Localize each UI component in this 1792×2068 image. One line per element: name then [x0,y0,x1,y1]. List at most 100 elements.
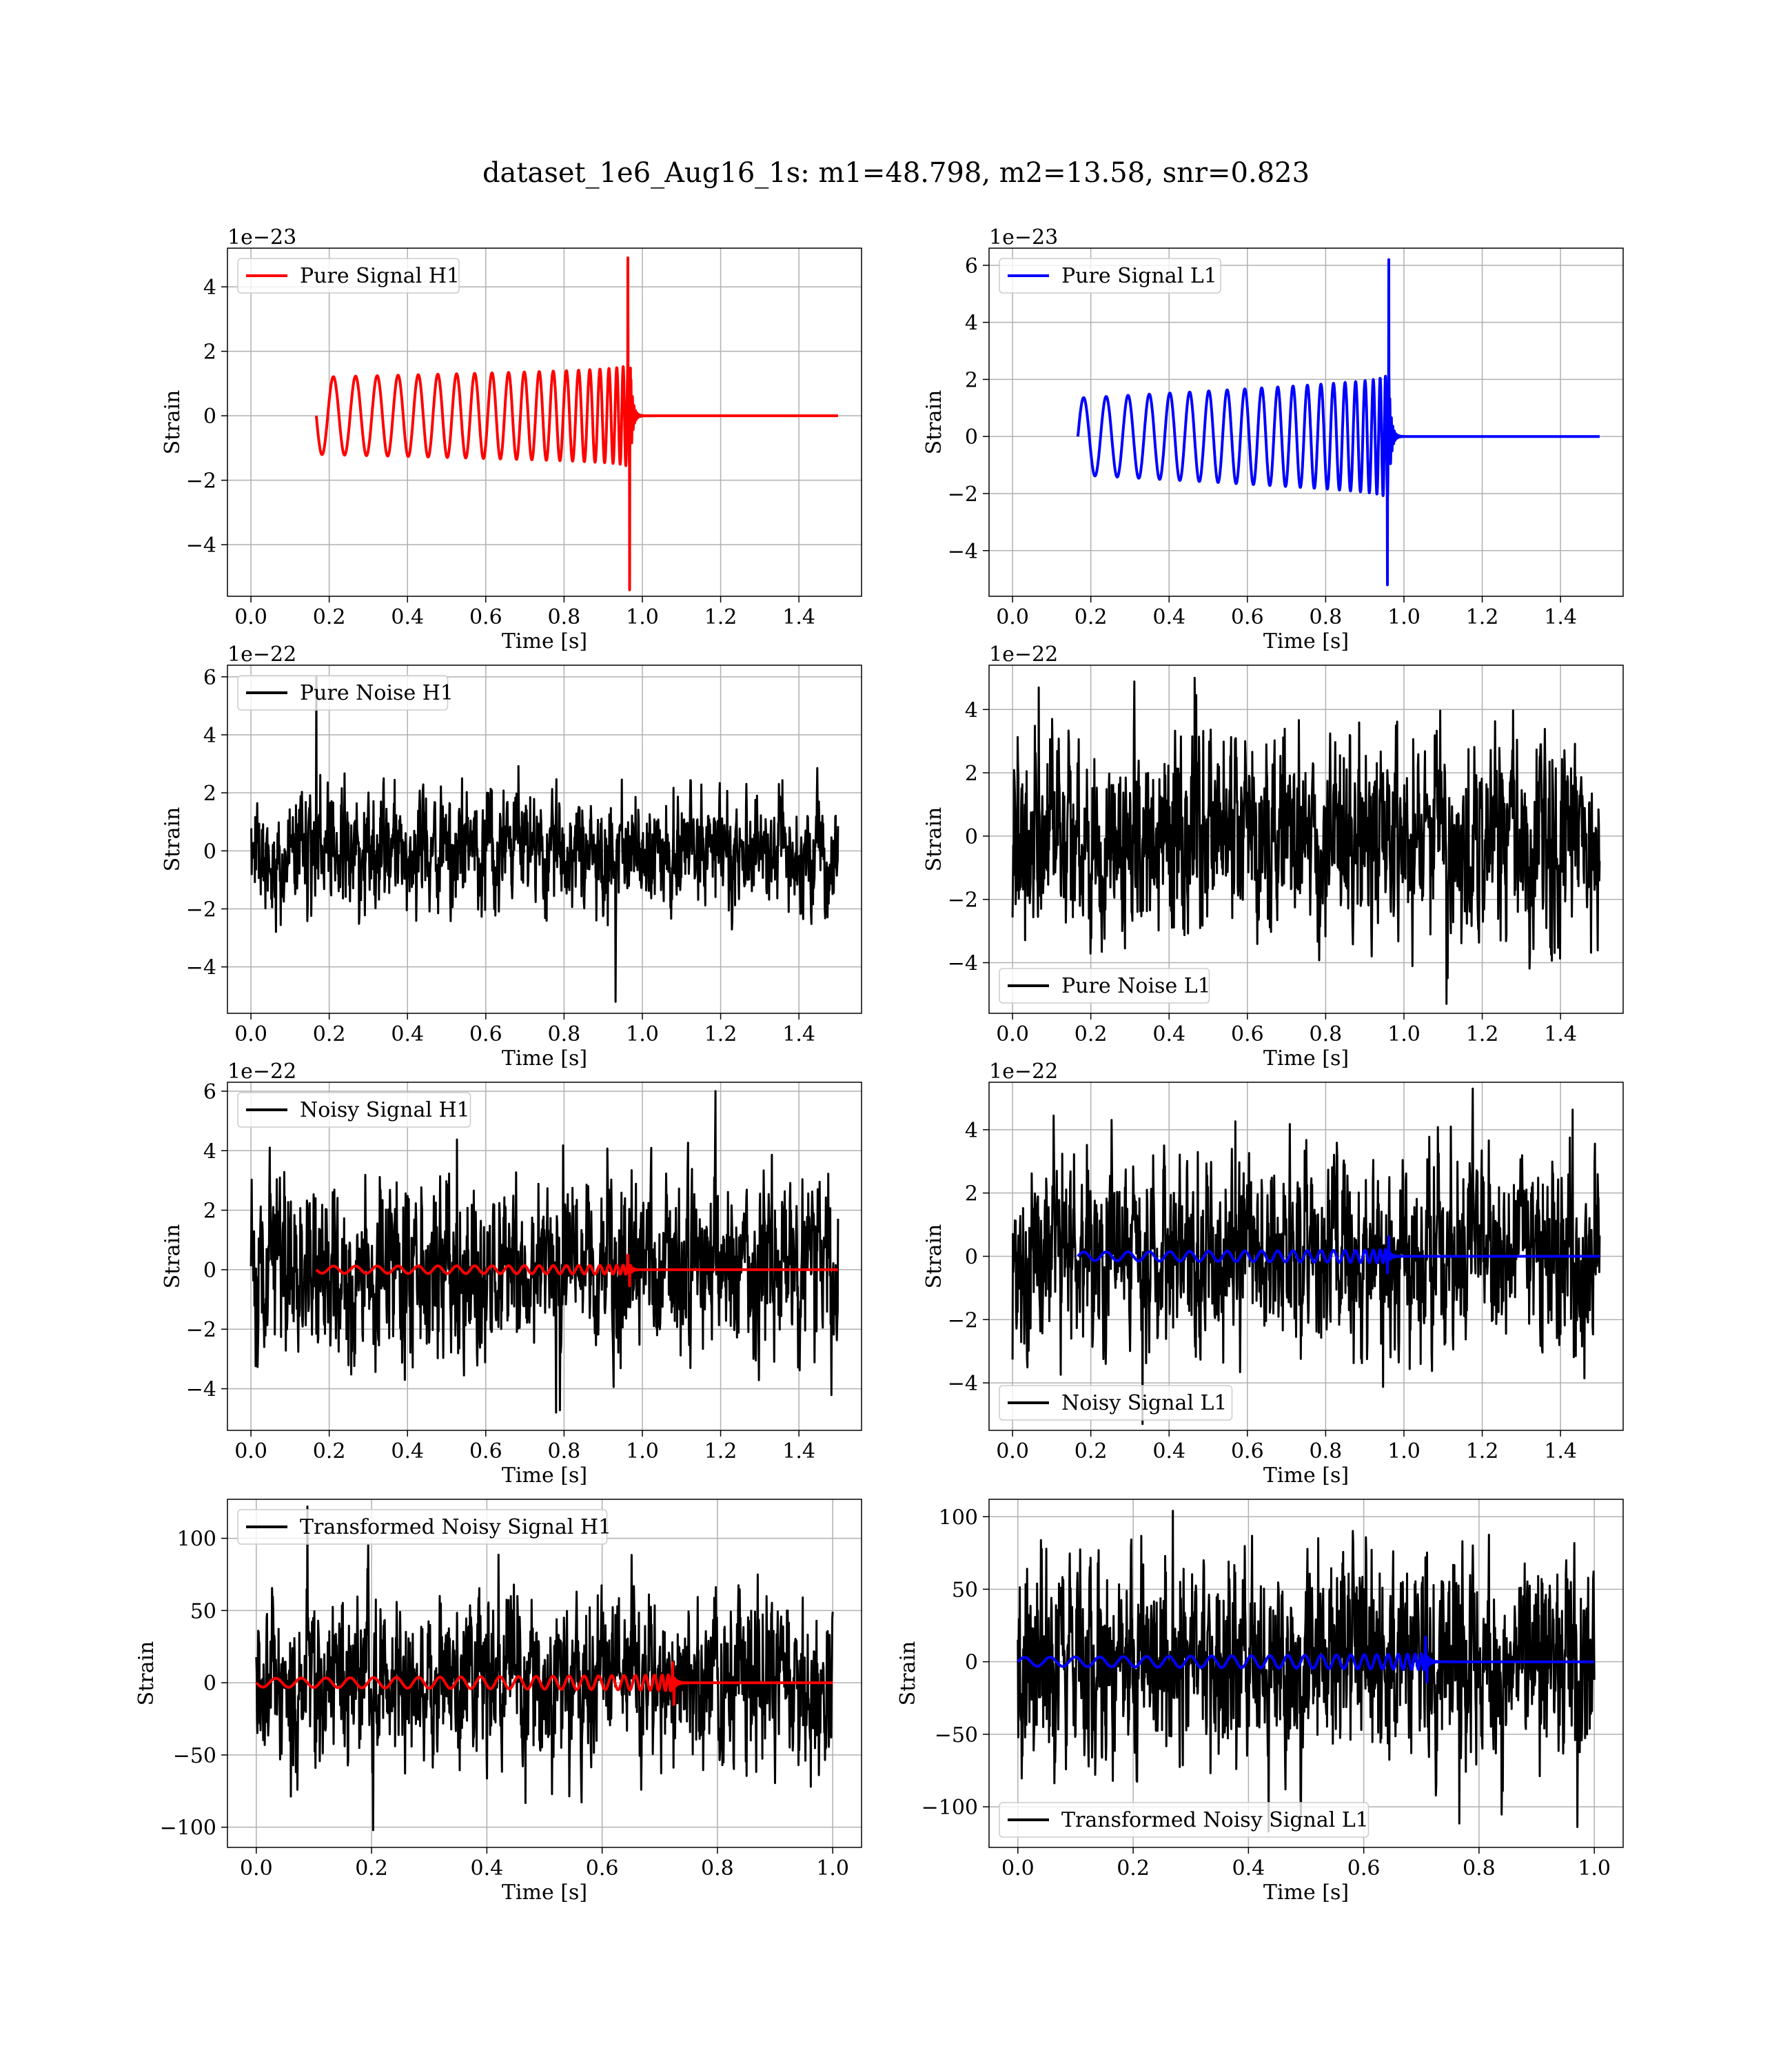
axes-frame [988,1499,1624,1848]
x-axis-label: Time [s] [1263,629,1349,653]
y-tick-label: 4 [203,1139,216,1164]
legend: Transformed Noisy Signal L1 [999,1802,1370,1838]
axis-offset-text: 1e−22 [227,1060,296,1084]
x-tick-label: 0.6 [1231,1439,1264,1463]
x-tick-label: 0.8 [548,1022,581,1046]
legend-label: Pure Noise L1 [1061,974,1211,998]
x-tick-label: 1.4 [782,1439,815,1463]
legend: Pure Signal H1 [237,258,460,294]
y-tick-label: −4 [948,1372,978,1396]
legend: Noisy Signal L1 [999,1385,1233,1421]
y-tick-label: 2 [203,341,216,365]
y-tick-label: 0 [203,1672,216,1696]
y-tick-label: 2 [203,782,216,806]
axis-offset-text: 1e−22 [989,1060,1058,1084]
series-line [1011,1087,1601,1426]
y-tick-label: 100 [939,1506,978,1530]
series-line [1077,1235,1601,1275]
y-tick-label: 0 [203,840,216,864]
x-tick-label: 0.0 [1001,1856,1035,1881]
x-tick-label: 0.2 [313,1439,346,1463]
y-tick-label: 2 [965,1182,978,1206]
x-axis-label: Time [s] [1263,1463,1349,1488]
axes-frame [227,1082,862,1431]
legend-frame [237,1509,608,1545]
x-tick-label: 1.0 [1387,1022,1421,1046]
x-tick-label: 0.2 [1075,1439,1108,1463]
y-tick-label: −2 [186,469,216,494]
y-axis-label: Strain [922,390,946,455]
x-axis-label: Time [s] [1263,1046,1349,1071]
y-tick-label: −4 [948,952,978,976]
legend-label: Pure Signal L1 [1061,264,1217,288]
grid [989,248,1623,596]
x-tick-label: 0.6 [469,605,502,629]
x-tick-label: 1.0 [1578,1856,1611,1881]
y-tick-label: 0 [203,1259,216,1283]
legend: Transformed Noisy Signal H1 [237,1509,611,1545]
x-tick-label: 0.4 [1152,1439,1185,1463]
axes-frame [227,1499,862,1848]
y-tick-label: −50 [935,1723,978,1747]
x-tick-label: 0.0 [234,605,267,629]
x-tick-label: 0.4 [1152,1022,1185,1046]
y-axis-label: Strain [896,1641,920,1706]
x-tick-label: 1.4 [1544,1022,1577,1046]
subplot-pure_noise_h1: 0.0 0.2 0.4 0.6 0.8 1.0 1.2 1.4 −4 −2 0 2 4 6 Time [s]… [161,642,862,1071]
series-line [255,1506,834,1832]
axis-offset-text: 1e−23 [989,225,1058,250]
axes-frame [988,665,1624,1014]
x-tick-label: 1.2 [704,1022,737,1046]
axes-frame [227,665,862,1014]
series-line [314,256,839,591]
y-tick-label: −50 [173,1744,216,1768]
y-axis-label: Strain [161,1224,185,1289]
legend-frame [999,968,1210,1004]
x-tick-label: 0.8 [548,605,581,629]
x-tick-label: 0.6 [1231,1022,1264,1046]
y-tick-label: 0 [203,405,216,429]
y-tick-label: 2 [965,368,978,392]
y-tick-label: 0 [965,1246,978,1270]
y-tick-label: −4 [186,956,216,980]
y-tick-label: −2 [948,889,978,913]
y-tick-label: 0 [965,825,978,849]
y-tick-label: −4 [948,540,978,564]
legend-frame [237,1092,471,1128]
y-tick-label: 100 [177,1528,216,1552]
x-axis-label: Time [s] [1263,1881,1349,1905]
x-tick-label: 0.4 [391,1022,424,1046]
axis-offset-text: 1e−22 [227,642,296,667]
axis-offset-text: 1e−22 [989,642,1058,667]
legend-label: Pure Signal H1 [300,264,460,288]
x-tick-label: 0.8 [548,1439,581,1463]
y-tick-label: 50 [952,1578,978,1602]
figure-title: dataset_1e6_Aug16_1s: m1=48.798, m2=13.5… [482,157,1310,189]
x-tick-label: 0.0 [234,1439,267,1463]
legend-frame [237,258,460,294]
x-tick-label: 0.2 [1075,1022,1108,1046]
x-axis-label: Time [s] [502,1046,587,1071]
y-tick-label: −4 [186,1378,216,1402]
x-tick-label: 1.4 [1544,605,1577,629]
x-tick-label: 0.4 [1232,1856,1265,1881]
x-tick-label: 0.2 [355,1856,388,1881]
subplot-pure_signal_l1: 0.0 0.2 0.4 0.6 0.8 1.0 1.2 1.4 −4 −2 0 2 4 6 Time [s]… [922,225,1624,653]
y-tick-label: 50 [190,1599,216,1623]
series-line [1017,1635,1596,1684]
series-line [1017,1510,1596,1833]
x-tick-label: 1.2 [704,1439,737,1463]
x-tick-label: 0.2 [1117,1856,1150,1881]
legend-label: Noisy Signal L1 [1061,1391,1227,1415]
subplot-noisy_signal_l1: 0.0 0.2 0.4 0.6 0.8 1.0 1.2 1.4 −4 −2 0 2 4 Time [s] S… [922,1060,1624,1488]
series-line [1011,676,1601,1005]
series-line [315,1253,839,1288]
x-axis-label: Time [s] [502,1463,587,1488]
series-line [255,1661,834,1706]
y-tick-label: −100 [922,1796,978,1820]
x-tick-label: 1.0 [1387,605,1421,629]
y-axis-label: Strain [922,1224,946,1289]
x-tick-label: 0.8 [701,1856,734,1881]
subplot-pure_signal_h1: 0.0 0.2 0.4 0.6 0.8 1.0 1.2 1.4 −4 −2 0 2 4 Time [s] S… [161,225,862,653]
x-tick-label: 0.8 [1310,1439,1343,1463]
